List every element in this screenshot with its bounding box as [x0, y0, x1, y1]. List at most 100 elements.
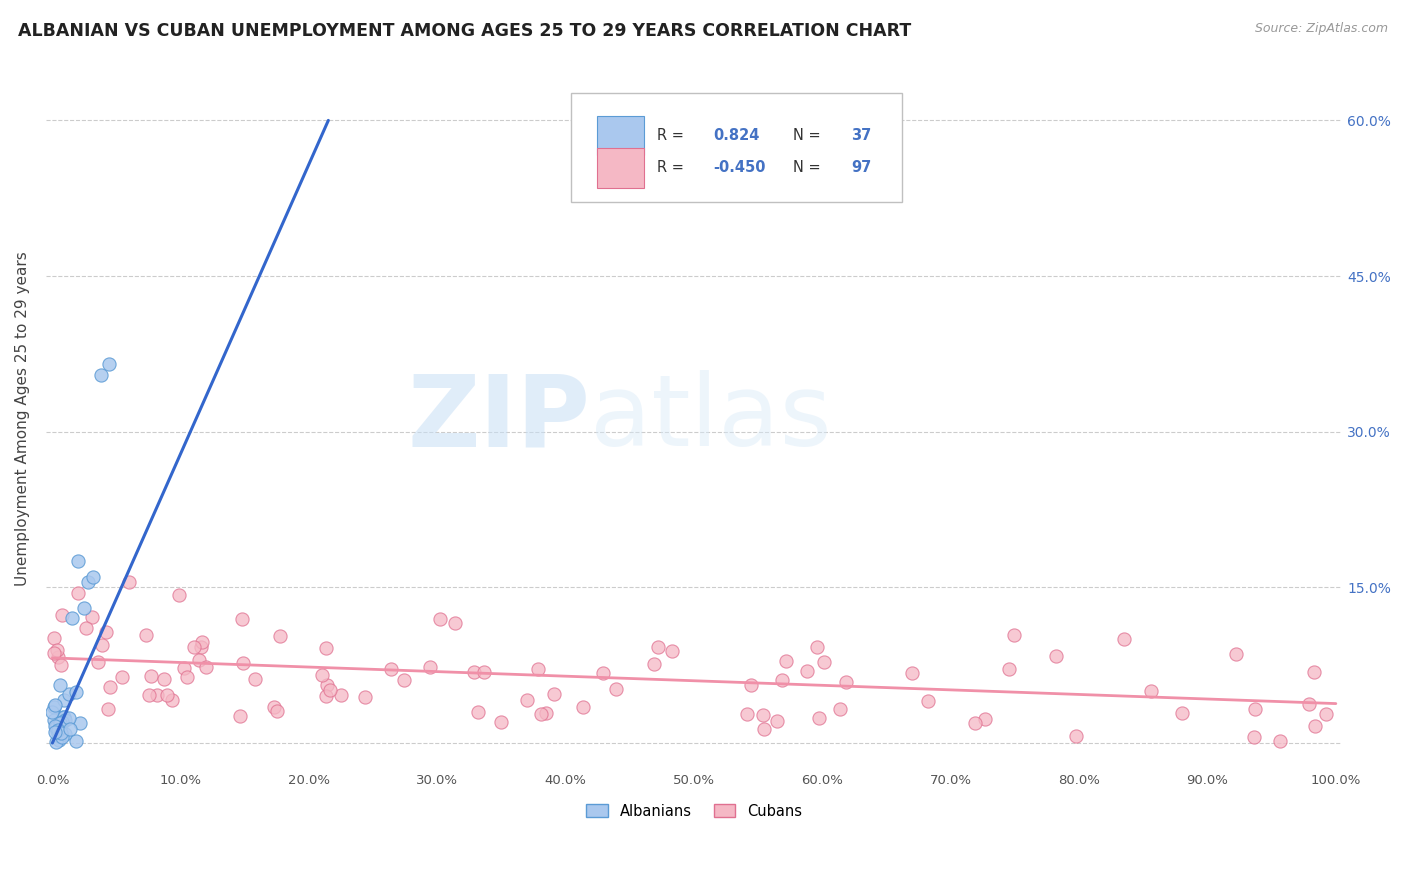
Point — [49, 726, 72, 740]
Text: ALBANIAN VS CUBAN UNEMPLOYMENT AMONG AGES 25 TO 29 YEARS CORRELATION CHART: ALBANIAN VS CUBAN UNEMPLOYMENT AMONG AGE… — [18, 22, 911, 40]
Point — [1303, 665, 1326, 679]
Point — [828, 702, 851, 716]
Point — [1268, 734, 1291, 748]
Point — [46, 649, 69, 664]
Point — [42, 700, 65, 714]
Point — [67, 585, 90, 599]
Point — [111, 670, 134, 684]
Text: R =: R = — [657, 128, 688, 144]
Point — [917, 694, 939, 708]
Point — [75, 621, 97, 635]
Point — [49, 716, 72, 731]
Point — [530, 706, 553, 721]
Point — [796, 665, 818, 679]
Point — [97, 357, 120, 371]
Point — [516, 693, 538, 707]
Text: atlas: atlas — [591, 370, 832, 467]
Point — [311, 668, 333, 682]
Point — [1243, 730, 1265, 744]
Point — [98, 680, 121, 694]
Point — [443, 615, 465, 630]
Point — [1244, 702, 1267, 716]
Point — [392, 673, 415, 687]
Point — [173, 661, 195, 675]
Point — [472, 665, 495, 680]
Point — [60, 611, 83, 625]
Point — [51, 731, 73, 745]
Point — [141, 669, 163, 683]
Point — [51, 657, 73, 672]
Text: N =: N = — [793, 128, 825, 144]
Text: Source: ZipAtlas.com: Source: ZipAtlas.com — [1254, 22, 1388, 36]
Point — [998, 662, 1021, 676]
Point — [835, 675, 858, 690]
Point — [527, 662, 550, 676]
Point — [135, 628, 157, 642]
Point — [740, 678, 762, 692]
Point — [754, 722, 776, 736]
Point — [572, 700, 595, 714]
Point — [963, 715, 986, 730]
Point — [315, 641, 337, 656]
Point — [49, 678, 72, 692]
Point — [775, 654, 797, 668]
Point — [1303, 718, 1326, 732]
Point — [44, 698, 66, 713]
Point — [156, 688, 179, 702]
Point — [42, 646, 65, 660]
Text: R =: R = — [657, 161, 688, 176]
Point — [48, 721, 70, 735]
Point — [1045, 649, 1067, 664]
Point — [190, 640, 212, 655]
Point — [543, 687, 565, 701]
Point — [491, 715, 513, 730]
Point — [52, 710, 75, 724]
Point — [53, 693, 76, 707]
Point — [319, 682, 342, 697]
Point — [44, 718, 66, 732]
Point — [65, 734, 87, 748]
Point — [243, 672, 266, 686]
Point — [48, 732, 70, 747]
Point — [1171, 706, 1194, 721]
Point — [183, 640, 205, 655]
Point — [807, 711, 830, 725]
Point — [138, 689, 160, 703]
Point — [766, 714, 789, 728]
Point — [41, 705, 63, 719]
Text: 97: 97 — [851, 161, 872, 176]
Point — [152, 672, 174, 686]
Point — [146, 688, 169, 702]
Point — [661, 644, 683, 658]
Point — [330, 688, 353, 702]
Point — [176, 670, 198, 684]
Point — [82, 570, 104, 584]
Point — [45, 720, 67, 734]
Point — [53, 714, 76, 728]
Point — [42, 713, 65, 727]
Point — [315, 689, 337, 703]
Point — [46, 643, 69, 657]
Point — [48, 729, 70, 743]
Point — [467, 705, 489, 719]
Point — [160, 693, 183, 707]
Point — [51, 715, 73, 730]
Point — [380, 662, 402, 676]
Point — [45, 734, 67, 748]
Point — [806, 640, 828, 654]
Point — [751, 707, 773, 722]
Point — [605, 681, 627, 696]
Point — [1298, 698, 1320, 712]
Point — [1112, 632, 1135, 646]
Point — [592, 665, 614, 680]
Point — [53, 710, 76, 724]
Point — [231, 612, 253, 626]
Point — [90, 638, 112, 652]
Point — [974, 713, 997, 727]
Point — [191, 635, 214, 649]
Y-axis label: Unemployment Among Ages 25 to 29 years: Unemployment Among Ages 25 to 29 years — [15, 252, 30, 586]
Point — [315, 678, 337, 692]
Point — [735, 707, 758, 722]
Text: ZIP: ZIP — [408, 370, 591, 467]
Point — [58, 711, 80, 725]
